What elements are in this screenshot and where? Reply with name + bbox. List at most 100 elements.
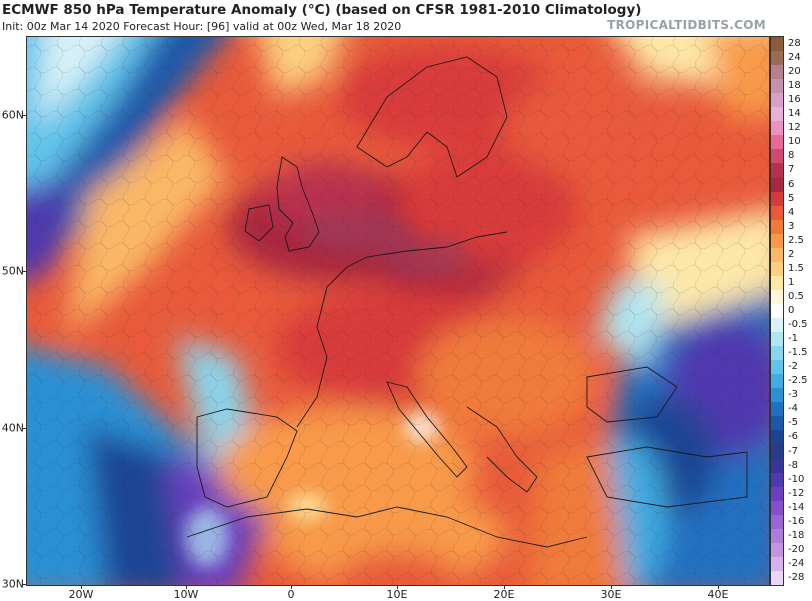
lon-tick-10w <box>186 586 187 589</box>
colorbar-segment <box>771 177 783 193</box>
anomaly-map-svg <box>27 37 769 585</box>
header: ECMWF 850 hPa Temperature Anomaly (°C) (… <box>0 0 812 36</box>
colorbar-label: -7 <box>788 445 798 457</box>
colorbar-segment <box>771 79 783 94</box>
colorbar-segment <box>771 458 783 474</box>
colorbar-label: 6 <box>788 178 795 190</box>
colorbar-segment <box>771 444 783 460</box>
lat-label-50n: 50N <box>1 264 24 278</box>
colorbar-segment <box>771 191 783 207</box>
colorbar-label: 24 <box>788 52 801 64</box>
colorbar-segment <box>771 360 783 375</box>
colorbar-segment <box>771 332 783 347</box>
colorbar-label: -5 <box>788 417 798 429</box>
colorbar-label: 12 <box>788 122 801 134</box>
lat-label-40n: 40N <box>1 421 24 435</box>
map-title: ECMWF 850 hPa Temperature Anomaly (°C) (… <box>2 2 642 18</box>
colorbar-label: -12 <box>788 487 805 499</box>
colorbar-segment <box>771 261 783 277</box>
colorbar-segment <box>771 205 783 221</box>
colorbar-label: 1.5 <box>788 262 804 274</box>
lon-tick-40e <box>718 586 719 589</box>
colorbar-label: 18 <box>788 80 801 92</box>
colorbar-segment <box>771 430 783 445</box>
lat-tick-50n <box>22 271 26 272</box>
colorbar-label: -4 <box>788 403 798 415</box>
colorbar-segment <box>771 135 783 150</box>
lon-tick-0 <box>291 586 292 589</box>
colorbar-label: 14 <box>788 108 801 120</box>
lon-label-40e: 40E <box>707 588 729 601</box>
colorbar-label: -20 <box>788 543 805 555</box>
colorbar-label: 2.5 <box>788 234 804 246</box>
colorbar-label: -2 <box>788 361 798 373</box>
colorbar-label: -3 <box>788 389 798 401</box>
colorbar-segment <box>771 556 783 572</box>
colorbar-segment <box>771 93 783 108</box>
colorbar-label: 5 <box>788 192 795 204</box>
lat-tick-60n <box>22 115 26 116</box>
brand-watermark: TROPICALTIDBITS.COM <box>607 18 766 32</box>
colorbar-label: -0.5 <box>788 319 808 331</box>
colorbar-segment <box>771 37 783 52</box>
colorbar-label: -6 <box>788 431 798 443</box>
colorbar-segment <box>771 374 783 389</box>
colorbar-segment <box>771 65 783 80</box>
lon-label-10w: 10W <box>173 588 199 601</box>
anomaly-map[interactable] <box>26 36 770 586</box>
colorbar-segment <box>771 472 783 488</box>
colorbar-label: -14 <box>788 501 805 513</box>
lon-label-30e: 30E <box>600 588 622 601</box>
colorbar-segment <box>771 289 783 305</box>
lat-label-60n: 60N <box>1 108 24 122</box>
colorbar-segment <box>771 486 783 502</box>
colorbar-label: -24 <box>788 557 805 569</box>
colorbar-label: 1 <box>788 276 795 288</box>
lat-tick-40n <box>22 428 26 429</box>
colorbar-label: 8 <box>788 150 795 162</box>
colorbar-segment <box>771 303 783 319</box>
colorbar-segment <box>771 388 783 403</box>
colorbar-segment <box>771 500 783 516</box>
colorbar-label: -2.5 <box>788 375 808 387</box>
colorbar-label: 16 <box>788 94 801 106</box>
colorbar-segment <box>771 219 783 235</box>
lon-label-10e: 10E <box>386 588 408 601</box>
colorbar-segment <box>771 163 783 178</box>
colorbar-segment <box>771 346 783 361</box>
colorbar-label: 4 <box>788 206 795 218</box>
border-overlay <box>27 37 769 585</box>
colorbar-segment <box>771 275 783 291</box>
lon-tick-20e <box>504 586 505 589</box>
colorbar-label: 0.5 <box>788 290 804 302</box>
colorbar-segment <box>771 121 783 136</box>
lat-label-30n: 30N <box>1 577 24 591</box>
colorbar-segment <box>771 514 783 530</box>
lon-tick-20w <box>81 586 82 589</box>
colorbar-label: 3 <box>788 220 795 232</box>
colorbar-segment <box>771 247 783 263</box>
colorbar-label: -28 <box>788 571 805 583</box>
colorbar-label: 0 <box>788 305 795 316</box>
colorbar-segment <box>771 542 783 558</box>
lat-tick-30n <box>22 584 26 585</box>
colorbar-segment <box>771 149 783 164</box>
colorbar-label: -1 <box>788 333 798 345</box>
lon-label-20e: 20E <box>493 588 515 601</box>
colorbar-label: 28 <box>788 38 801 50</box>
colorbar-segment <box>771 416 783 431</box>
colorbar-segment <box>771 318 783 333</box>
colorbar-label: -10 <box>788 473 805 485</box>
lon-label-0: 0 <box>287 588 295 601</box>
lon-label-20w: 20W <box>68 588 94 601</box>
colorbar-segment <box>771 402 783 417</box>
colorbar-label: -18 <box>788 529 805 541</box>
lon-tick-10e <box>397 586 398 589</box>
colorbar-label: -16 <box>788 515 805 527</box>
map-subtitle: Init: 00z Mar 14 2020 Forecast Hour: [96… <box>2 20 402 33</box>
colorbar-segment <box>771 528 783 544</box>
lon-tick-30e <box>611 586 612 589</box>
colorbar-segment <box>771 51 783 66</box>
colorbar-segment <box>771 107 783 122</box>
colorbar-label: -1.5 <box>788 347 808 359</box>
